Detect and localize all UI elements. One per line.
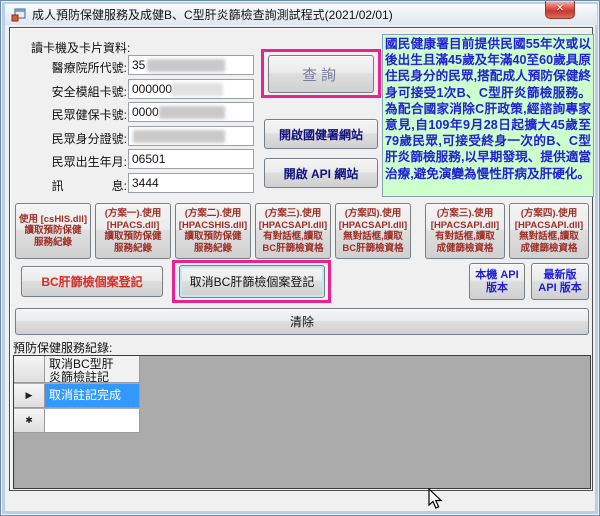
grid-row-selector[interactable]: ▶ xyxy=(14,384,45,408)
grid-cell-cancel-complete[interactable]: 取消註記完成 xyxy=(45,384,140,408)
current-row-arrow-icon: ▶ xyxy=(25,390,33,400)
clear-button[interactable]: 清除 xyxy=(15,308,589,335)
new-row-asterisk-icon: ✱ xyxy=(25,415,33,425)
field-label-person-id: 民眾身分證號: xyxy=(51,132,127,146)
window-title: 成人預防保健服務及成健B、C型肝炎篩檢查詢測試程式(2021/02/01) xyxy=(32,8,393,22)
open-nhi-site-button[interactable]: 開啟國健署網站 xyxy=(264,119,378,149)
sam-card-input[interactable] xyxy=(128,79,254,99)
mouse-cursor xyxy=(428,488,443,509)
birth-date-input[interactable] xyxy=(128,149,254,169)
title-bar[interactable]: 成人預防保健服務及成健B、C型肝炎篩檢查詢測試程式(2021/02/01) ✕ xyxy=(5,1,597,25)
plan4-health-nodialog-button[interactable]: (方案四).使用 [HPACSAPI.dll] 無對話框,讀取 成健篩檢資格 xyxy=(509,203,589,259)
latest-api-version-button[interactable]: 最新版 API 版本 xyxy=(531,263,589,300)
person-id-input[interactable] xyxy=(128,126,254,146)
records-grid[interactable]: 取消BC型肝 炎篩檢註記 ▶ 取消註記完成 ✱ xyxy=(13,355,591,489)
field-label-sam-card: 安全模組卡號: xyxy=(51,85,127,99)
grid-column-header[interactable]: 取消BC型肝 炎篩檢註記 xyxy=(45,356,140,383)
local-api-version-button[interactable]: 本機 API 版本 xyxy=(469,263,525,300)
grid-new-row-selector[interactable]: ✱ xyxy=(14,409,45,433)
close-icon[interactable]: ✕ xyxy=(545,1,575,19)
redaction-blur xyxy=(171,83,223,96)
open-api-site-button[interactable]: 開啟 API 網站 xyxy=(264,158,378,188)
plan4-bc-nodialog-button[interactable]: (方案四).使用 [HPACSAPI.dll] 無對話框,讀取 BC肝篩檢資格 xyxy=(335,203,411,259)
app-icon xyxy=(11,7,26,22)
field-label-nhi-card: 民眾健保卡號: xyxy=(51,108,127,122)
redaction-blur xyxy=(133,130,225,143)
hospital-code-input[interactable] xyxy=(128,55,254,75)
field-label-hospital-code: 醫療院所代號: xyxy=(51,61,127,75)
grid-corner-cell xyxy=(14,356,45,383)
read-cshis-button[interactable]: 使用 [csHIS.dll] 讀取預防保健 服務紀錄 xyxy=(15,203,91,259)
bc-case-register-button[interactable]: BC肝篩檢個案登記 xyxy=(21,266,163,297)
plan1-hpacs-button[interactable]: (方案一).使用 [HPACS.dll] 讀取預防保健 服務紀錄 xyxy=(95,203,171,259)
redaction-blur xyxy=(147,59,225,72)
plan3-bc-dialog-button[interactable]: (方案三).使用 [HPACSAPI.dll] 有對話框,讀取 BC肝篩檢資格 xyxy=(255,203,331,259)
field-label-message: 訊 息: xyxy=(51,179,127,193)
policy-info-text: 國民健康署目前提供民國55年次或以後出生且滿45歲及年滿40至60歲具原住民身分… xyxy=(382,34,594,197)
grid-cell-empty[interactable] xyxy=(45,409,140,433)
nhi-card-input[interactable] xyxy=(128,102,254,122)
redaction-blur xyxy=(159,106,225,119)
plan2-hpacshis-button[interactable]: (方案二).使用 [HPACSHIS.dll] 讀取預防保健 服務紀錄 xyxy=(175,203,251,259)
query-button[interactable]: 查詢 xyxy=(268,55,374,93)
cancel-bc-case-register-button[interactable]: 取消BC肝篩檢個案登記 xyxy=(179,265,325,298)
records-label: 預防保健服務紀錄: xyxy=(13,341,113,355)
message-input[interactable] xyxy=(128,173,254,193)
field-label-birth-date: 民眾出生年月: xyxy=(51,155,127,169)
card-section-label: 讀卡機及卡片資料: xyxy=(31,41,131,55)
plan3-health-dialog-button[interactable]: (方案三).使用 [HPACSAPI.dll] 有對話框,讀取 成健篩檢資格 xyxy=(425,203,505,259)
